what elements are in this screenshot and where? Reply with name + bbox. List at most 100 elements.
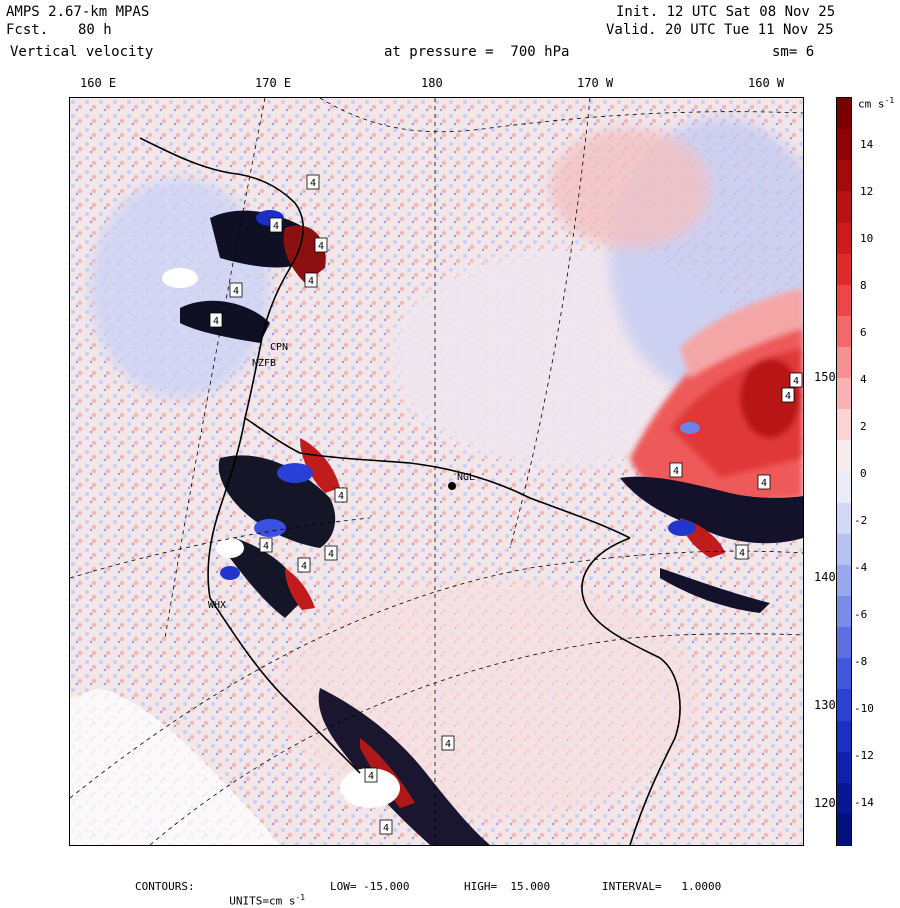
- colorbar-tick-label: 2: [860, 420, 867, 433]
- colorbar-unit-exp: -1: [884, 96, 895, 105]
- colorbar-segment: [837, 689, 851, 721]
- contour-label-text: 4: [308, 276, 314, 287]
- contour-label-box: [781, 387, 795, 403]
- colorbar-segment: [837, 347, 851, 379]
- contour-label-box: [269, 217, 283, 233]
- colorbar-tick-label: -4: [854, 561, 868, 574]
- ice-shelf-areas: [70, 268, 400, 845]
- contour-label-text: 4: [233, 286, 239, 297]
- colorbar-segment: [837, 378, 851, 410]
- contour-label-box: [441, 735, 455, 751]
- contour-label-box: [757, 474, 771, 490]
- contour-label-text: 4: [793, 376, 799, 387]
- graticule: [70, 98, 803, 845]
- colorbar-segment: [837, 440, 851, 472]
- colorbar-segment: [837, 191, 851, 223]
- lon-label-160w: 160 W: [748, 76, 785, 90]
- station-ngl-marker: [448, 482, 456, 490]
- contour-label-text: 4: [368, 771, 374, 782]
- pressure-level: at pressure = 700 hPa: [384, 44, 570, 60]
- contour-label-text: 4: [761, 478, 767, 489]
- colorbar-segment: [837, 502, 851, 535]
- contour-label-box: [735, 544, 749, 560]
- colorbar-tick-label: 10: [860, 232, 874, 245]
- footer-low: LOW= -15.000: [330, 880, 410, 893]
- colorbar-segment: [837, 98, 851, 130]
- contour-label-text: 4: [445, 739, 451, 750]
- forecast-label: Fcst.: [6, 22, 49, 38]
- contour-label-text: 4: [310, 178, 316, 189]
- footer-units-text: UNITS=cm s: [229, 894, 296, 908]
- lon-label-160e: 160 E: [80, 76, 117, 90]
- field-name: Vertical velocity: [10, 44, 154, 60]
- station-label-cpn: CPN: [270, 342, 289, 353]
- colorbar-segment: [837, 596, 851, 628]
- colorbar-tick-label: -8: [854, 655, 868, 668]
- valid-time: Valid. 20 UTC Tue 11 Nov 25: [606, 22, 834, 38]
- contour-label-text: 4: [673, 466, 679, 477]
- contour-label-box: [314, 237, 328, 253]
- colorbar-tick-label: -10: [854, 702, 874, 715]
- colorbar-segment: [837, 129, 851, 161]
- contour-label-box: [324, 545, 338, 561]
- coastlines: [139, 137, 681, 845]
- station-label-ngl: NGL: [457, 472, 476, 483]
- station-label-nzfb: NZFB: [252, 358, 277, 369]
- colorbar-tick-label: -6: [854, 608, 868, 621]
- colorbar: [836, 97, 852, 846]
- contour-label-text: 4: [273, 221, 279, 232]
- contour-label-box: [297, 557, 311, 573]
- contour-label-box: [379, 819, 393, 835]
- colorbar-segment: [837, 533, 851, 566]
- contour-label-box: [209, 312, 223, 328]
- colorbar-tick-label: 14: [860, 138, 874, 151]
- contour-label-text: 4: [785, 391, 791, 402]
- colorbar-segment: [837, 658, 851, 690]
- contour-label-box: [306, 174, 320, 190]
- contour-label-box: [364, 767, 378, 783]
- contour-label-text: 4: [383, 823, 389, 834]
- footer-interval: INTERVAL= 1.0000: [602, 880, 722, 893]
- model-title: AMPS 2.67-km MPAS: [6, 4, 150, 20]
- contour-label-text: 4: [301, 561, 307, 572]
- colorbar-segment: [837, 160, 851, 192]
- contour-label-box: [789, 372, 803, 388]
- colorbar-segment: [837, 222, 851, 255]
- colorbar-unit: cm s-1: [858, 95, 894, 111]
- colorbar-tick-label: -14: [854, 796, 874, 809]
- contour-label-box: [259, 537, 273, 553]
- footer-units-exp: -1: [295, 893, 306, 902]
- colorbar-unit-text: cm s: [858, 97, 885, 111]
- colorbar-segment: [837, 813, 851, 846]
- contour-label-text: 4: [338, 491, 344, 502]
- colorbar-segment: [837, 564, 851, 597]
- forecast-hours: 80 h: [78, 22, 112, 38]
- contour-label-text: 4: [318, 241, 324, 252]
- footer-units: UNITS=cm s-1: [216, 880, 305, 908]
- colorbar-segment: [837, 253, 851, 286]
- colorbar-tick-label: 0: [860, 467, 867, 480]
- contour-label-box: [229, 282, 243, 298]
- colorbar-segment: [837, 471, 851, 504]
- mountain-ridge: [180, 210, 803, 845]
- lon-label-170w: 170 W: [577, 76, 614, 90]
- colorbar-segment: [837, 409, 851, 441]
- contour-label-text: 4: [739, 548, 745, 559]
- colorbar-tick-label: 6: [860, 326, 867, 339]
- colorbar-tick-label: 4: [860, 373, 867, 386]
- contour-label-box: [669, 462, 683, 478]
- colorbar-segment: [837, 627, 851, 659]
- smoothing: sm= 6: [772, 44, 815, 60]
- lon-label-170e: 170 E: [255, 76, 292, 90]
- station-label-whx: WHX: [208, 600, 227, 611]
- colorbar-segment: [837, 284, 851, 317]
- footer-high: HIGH= 15.000: [464, 880, 551, 893]
- colorbar-tick-label: 12: [860, 185, 874, 198]
- updraft-region-east: [630, 288, 803, 508]
- colorbar-tick-label: -2: [854, 514, 868, 527]
- colorbar-segment: [837, 751, 851, 784]
- contour-label-text: 4: [213, 316, 219, 327]
